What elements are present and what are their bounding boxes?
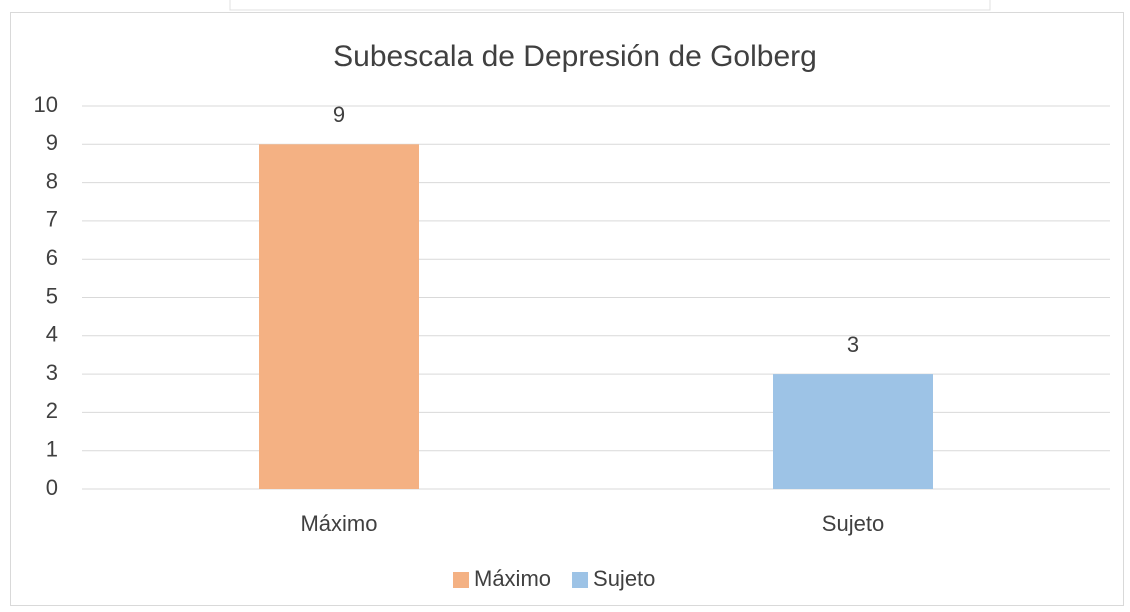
bar xyxy=(773,374,933,489)
bar xyxy=(259,144,419,490)
y-tick-label: 7 xyxy=(46,207,58,232)
y-tick-label: 8 xyxy=(46,168,58,193)
y-tick-label: 5 xyxy=(46,283,58,308)
y-tick-label: 9 xyxy=(46,130,58,155)
y-tick-label: 10 xyxy=(34,92,58,117)
y-tick-label: 4 xyxy=(46,322,58,347)
x-tick-label: Sujeto xyxy=(822,511,884,536)
data-label: 9 xyxy=(333,102,345,127)
legend-swatch xyxy=(453,572,469,588)
y-tick-label: 1 xyxy=(46,437,58,462)
y-tick-label: 6 xyxy=(46,245,58,270)
data-label: 3 xyxy=(847,332,859,357)
chart-frame xyxy=(10,12,1124,606)
overlay-edge xyxy=(229,0,991,11)
y-tick-label: 0 xyxy=(46,475,58,500)
x-tick-label: Máximo xyxy=(300,511,377,536)
chart-title: Subescala de Depresión de Golberg xyxy=(333,40,817,73)
legend-label: Máximo xyxy=(474,566,551,591)
legend-swatch xyxy=(572,572,589,588)
legend-label: Sujeto xyxy=(593,566,655,591)
y-tick-label: 3 xyxy=(46,360,58,385)
y-tick-label: 2 xyxy=(46,398,58,423)
